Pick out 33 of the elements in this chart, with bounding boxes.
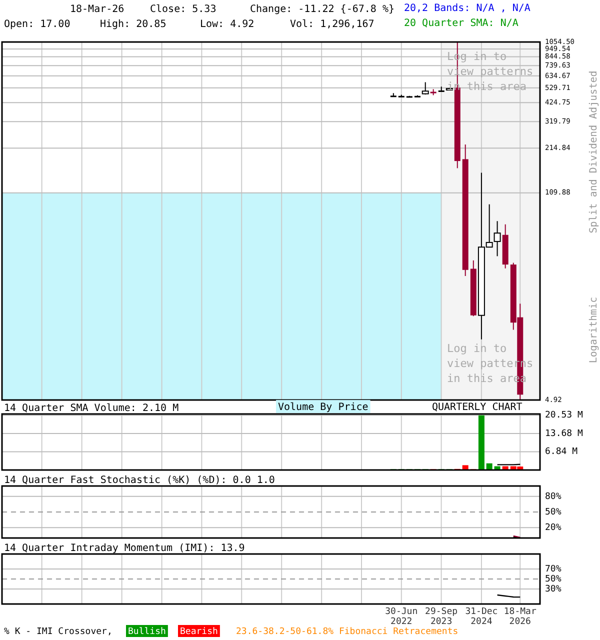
- y-tick-label: 13.68 M: [545, 428, 584, 439]
- text: Close: 5.33: [150, 4, 216, 15]
- text: Vol: 1,296,167: [290, 19, 374, 30]
- y-axis-title: Split and Dividend Adjusted: [588, 70, 600, 234]
- chart-title: 14 Quarter Fast Stochastic (%K) (%D): 0.0 1.0: [4, 475, 275, 486]
- text: 20,2 Bands: N/A , N/A: [404, 3, 530, 14]
- text: 18-Mar-26: [70, 4, 124, 15]
- y-tick-label: 20.53 M: [545, 410, 584, 421]
- y-tick-label: 80%: [545, 492, 562, 502]
- text: Bearish: [180, 627, 218, 637]
- text: 20 Quarter SMA: N/A: [404, 18, 518, 29]
- y-tick-label: 50%: [545, 574, 562, 584]
- y-tick-label: 70%: [545, 564, 562, 574]
- x-tick-label: 29-Sep 2023: [425, 607, 458, 627]
- text: QUARTERLY CHART: [432, 402, 522, 413]
- text: Change: -11.22 {-67.8 %}: [250, 4, 394, 15]
- chart-title: 14 Quarter Intraday Momentum (IMI): 13.9: [4, 543, 245, 554]
- text: Bullish: [128, 627, 166, 637]
- y-tick-label: 30%: [545, 584, 562, 594]
- x-tick-label: 30-Jun 2022: [385, 607, 418, 627]
- y-tick-label: 6.84 M: [545, 447, 578, 458]
- text: % K - IMI Crossover,: [4, 627, 112, 637]
- text: 23.6-38.2-50-61.8% Fibonacci Retracements: [236, 627, 458, 637]
- text: High: 20.85: [100, 19, 166, 30]
- chart-title: 14 Quarter SMA Volume: 2.10 M: [4, 403, 179, 414]
- y-tick-label: 20%: [545, 523, 562, 534]
- x-tick-label: 31-Dec 2024: [465, 607, 498, 627]
- text: Logarithmic: [588, 296, 600, 364]
- y-tick-label: 50%: [545, 507, 562, 518]
- x-tick-label: 18-Mar 2026: [504, 607, 537, 627]
- text: Volume By Price: [278, 402, 368, 413]
- text: Low: 4.92: [200, 19, 254, 30]
- text: Open: 17.00: [4, 19, 70, 30]
